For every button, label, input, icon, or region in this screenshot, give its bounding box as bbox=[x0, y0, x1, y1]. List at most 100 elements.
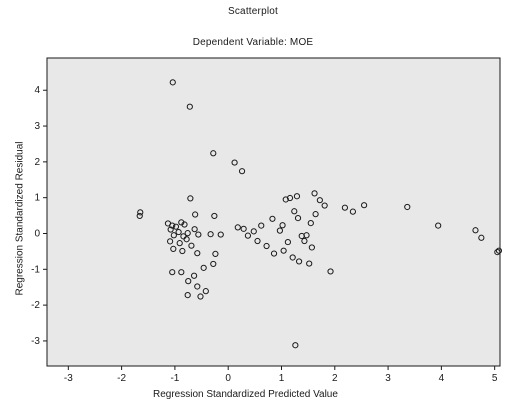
data-point bbox=[269, 215, 276, 222]
data-point bbox=[494, 249, 501, 256]
data-point bbox=[311, 190, 318, 197]
data-points bbox=[136, 79, 503, 349]
y-tick-label: 1 bbox=[34, 193, 40, 204]
y-axis-label: Regression Standardized Residual bbox=[14, 141, 26, 296]
data-point bbox=[293, 193, 301, 200]
data-point bbox=[217, 231, 224, 238]
data-point bbox=[263, 242, 270, 250]
data-point bbox=[172, 223, 180, 230]
data-point bbox=[200, 264, 207, 271]
data-point bbox=[250, 228, 257, 235]
data-point bbox=[169, 222, 176, 229]
x-tick-label: -1 bbox=[170, 373, 179, 384]
data-point bbox=[210, 260, 217, 268]
data-point bbox=[170, 232, 177, 239]
data-point bbox=[192, 211, 199, 218]
x-tick-label: 3 bbox=[385, 373, 391, 384]
data-point bbox=[195, 231, 202, 238]
data-point bbox=[231, 159, 238, 166]
data-point bbox=[254, 237, 261, 245]
y-tick-label: 3 bbox=[34, 121, 40, 132]
data-point bbox=[295, 258, 303, 265]
data-point bbox=[301, 237, 308, 245]
data-point bbox=[175, 228, 182, 236]
x-tick-label: -2 bbox=[117, 373, 126, 384]
data-point bbox=[212, 250, 219, 258]
data-point bbox=[306, 260, 313, 267]
data-point bbox=[327, 268, 334, 275]
data-point bbox=[176, 240, 183, 247]
data-point bbox=[361, 202, 368, 209]
y-tick-label: -1 bbox=[31, 264, 40, 275]
data-point bbox=[240, 225, 247, 232]
data-point bbox=[270, 250, 278, 257]
data-point bbox=[495, 247, 503, 254]
data-point bbox=[303, 232, 310, 239]
data-point bbox=[191, 226, 198, 233]
data-point bbox=[169, 269, 176, 276]
data-point bbox=[279, 222, 286, 229]
data-point bbox=[349, 208, 357, 215]
data-point bbox=[280, 247, 287, 254]
data-point bbox=[321, 202, 328, 209]
data-point bbox=[244, 232, 252, 239]
data-point bbox=[194, 250, 201, 257]
data-point bbox=[137, 209, 144, 216]
data-point bbox=[284, 238, 291, 246]
data-point bbox=[170, 245, 177, 252]
data-point bbox=[194, 283, 201, 290]
data-point bbox=[184, 230, 191, 237]
data-point bbox=[404, 203, 411, 211]
data-point bbox=[207, 231, 214, 238]
data-point bbox=[187, 195, 194, 202]
x-tick-label: 0 bbox=[225, 373, 231, 384]
data-point bbox=[294, 214, 302, 222]
plot-area bbox=[46, 57, 501, 367]
chart-subtitle: Dependent Variable: MOE bbox=[192, 37, 314, 48]
data-point bbox=[234, 224, 241, 231]
data-point bbox=[167, 226, 174, 233]
data-point bbox=[179, 247, 186, 255]
y-tick-label: 0 bbox=[34, 228, 40, 239]
data-point bbox=[312, 211, 319, 218]
data-point bbox=[238, 168, 246, 175]
y-tick-label: 4 bbox=[34, 85, 40, 96]
axis-ticks: -3 -2 -1 0 1 2 3 4 5 -3 -2 -1 0 1 2 3 4 bbox=[31, 85, 498, 384]
chart-title: Scatterplot bbox=[227, 6, 278, 17]
data-point bbox=[435, 222, 442, 229]
y-tick-label: -3 bbox=[31, 336, 40, 347]
data-point bbox=[185, 278, 192, 285]
data-point bbox=[341, 204, 349, 211]
data-point bbox=[291, 208, 298, 215]
y-tick-label: 2 bbox=[34, 157, 40, 168]
x-tick-label: 4 bbox=[439, 373, 445, 384]
x-tick-label: 2 bbox=[332, 373, 338, 384]
data-point bbox=[178, 269, 185, 276]
data-point bbox=[197, 293, 204, 300]
data-point bbox=[184, 291, 191, 299]
data-point bbox=[316, 197, 323, 204]
data-point bbox=[211, 212, 218, 220]
data-point bbox=[190, 272, 198, 279]
data-point bbox=[169, 79, 176, 86]
data-point bbox=[186, 103, 193, 110]
data-point bbox=[292, 342, 299, 349]
data-point bbox=[307, 220, 314, 227]
data-point bbox=[136, 212, 143, 220]
data-point bbox=[478, 234, 485, 241]
data-point bbox=[282, 196, 289, 203]
data-point bbox=[181, 221, 188, 228]
data-point bbox=[286, 194, 294, 202]
x-tick-label: 1 bbox=[279, 373, 285, 384]
data-point bbox=[202, 288, 209, 295]
data-point bbox=[472, 227, 479, 234]
y-tick-label: -2 bbox=[31, 300, 40, 311]
data-point bbox=[167, 238, 174, 245]
data-point bbox=[308, 244, 315, 251]
data-point bbox=[258, 222, 265, 229]
x-tick-label: 5 bbox=[492, 373, 498, 384]
data-point bbox=[289, 254, 296, 261]
x-tick-label: -3 bbox=[64, 373, 73, 384]
